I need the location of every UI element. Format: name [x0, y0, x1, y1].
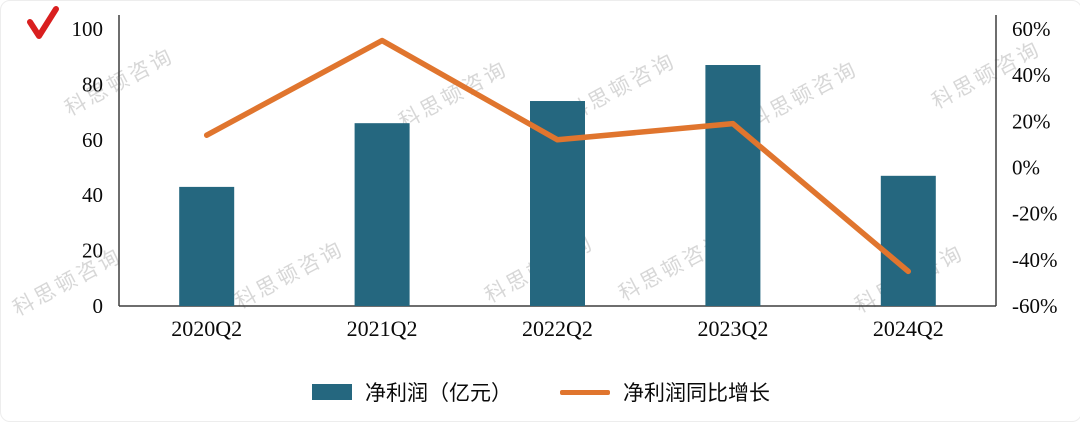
- right-axis-tick-label: 60%: [1012, 17, 1051, 41]
- right-axis-tick-label: -40%: [1012, 248, 1058, 272]
- right-axis-tick-labels: -60% -40% -20% 0% 20% 40% 60%: [1012, 17, 1058, 318]
- left-axis-tick-label: 20: [82, 239, 103, 263]
- right-axis-tick-label: 0%: [1012, 156, 1040, 180]
- legend-item-bar: 净利润（亿元）: [312, 377, 512, 407]
- legend-line-swatch: [560, 389, 610, 395]
- legend-line-label: 净利润同比增长: [623, 381, 770, 405]
- legend: 净利润（亿元） 净利润同比增长: [1, 377, 1080, 407]
- bar: [705, 65, 761, 306]
- category-label: 2024Q2: [873, 316, 944, 341]
- bar: [880, 175, 936, 306]
- category-axis-labels: 2020Q2 2021Q2 2022Q2 2023Q2 2024Q2: [171, 316, 943, 341]
- left-axis-tick-labels: 0 20 40 60 80 100: [72, 17, 104, 318]
- category-label: 2020Q2: [171, 316, 242, 341]
- right-axis-tick-label: -60%: [1012, 294, 1058, 318]
- line: [203, 37, 912, 275]
- bar: [179, 186, 235, 306]
- left-axis-tick-label: 0: [93, 294, 104, 318]
- category-label: 2022Q2: [522, 316, 593, 341]
- bar: [354, 123, 410, 307]
- right-axis-tick-label: -20%: [1012, 202, 1058, 226]
- right-axis-tick-label: 20%: [1012, 109, 1051, 133]
- legend-bar-label: 净利润（亿元）: [365, 381, 512, 405]
- left-axis-tick-label: 100: [72, 17, 104, 41]
- legend-item-line: 净利润同比增长: [560, 377, 770, 407]
- category-label: 2021Q2: [347, 316, 418, 341]
- red-corner-mark: [25, 5, 61, 41]
- right-axis-tick-label: 40%: [1012, 63, 1051, 87]
- category-label: 2023Q2: [697, 316, 768, 341]
- bar: [530, 101, 585, 307]
- left-axis-tick-label: 80: [82, 72, 103, 96]
- line-series: [203, 37, 912, 275]
- left-axis-tick-label: 60: [82, 128, 103, 152]
- legend-bar-swatch: [312, 384, 352, 400]
- bar-series: [179, 65, 936, 307]
- left-axis-tick-label: 40: [82, 183, 103, 207]
- red-corner-mark-glyph: [27, 6, 59, 39]
